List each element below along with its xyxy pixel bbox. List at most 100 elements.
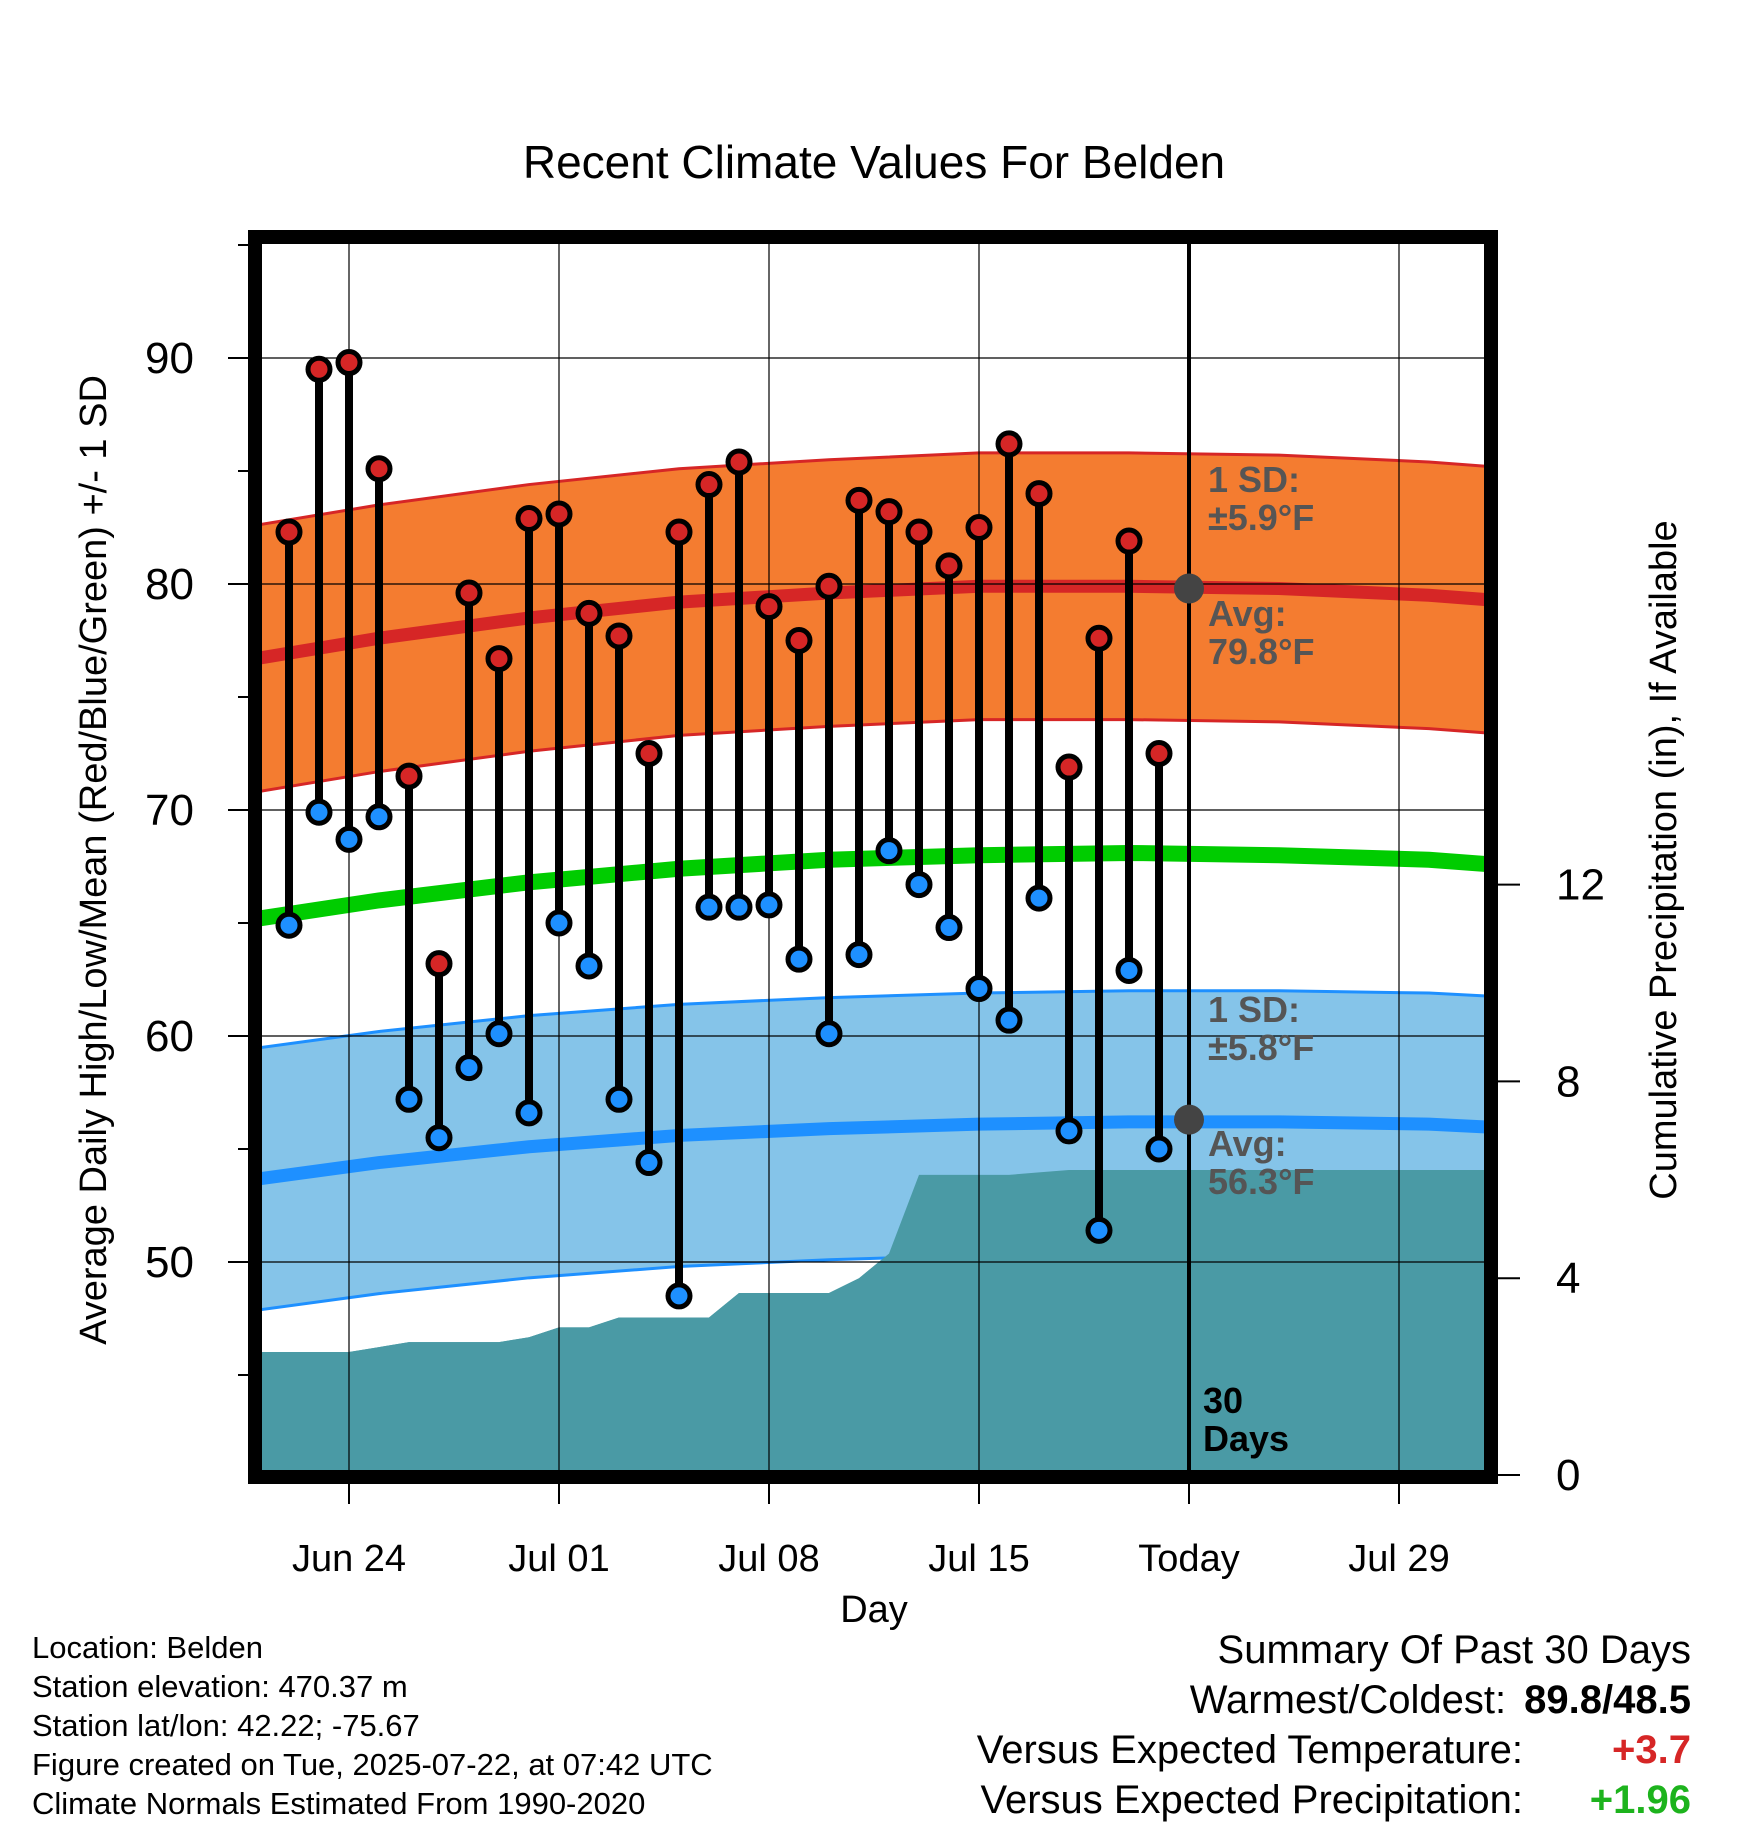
daily-high-point (485, 645, 513, 673)
daily-high-point (1145, 740, 1173, 767)
daily-low-point (725, 893, 753, 921)
daily-low-point (935, 914, 963, 942)
low-avg-annotation-0: Avg: (1208, 1123, 1287, 1164)
x-tick-label: Jun 24 (292, 1538, 406, 1580)
y2-tick-label: 12 (1556, 861, 1605, 910)
daily-low-point (365, 803, 393, 831)
high-sd-upper-edge (262, 451, 1484, 526)
plot-frame (248, 230, 1498, 1484)
daily-high-point (935, 552, 963, 580)
daily-low-point (1055, 1117, 1083, 1145)
daily-low-point (545, 909, 573, 937)
daily-high-point (785, 627, 813, 654)
daily-high-point (845, 486, 873, 514)
x-tick-label: Jul 15 (928, 1538, 1029, 1580)
precip-area-overlay (262, 1169, 1484, 1470)
daily-high-point (395, 762, 423, 790)
daily-low-point (815, 1020, 843, 1048)
x-tick-label: Jul 29 (1348, 1538, 1449, 1580)
x-tick-label: Jul 01 (508, 1538, 609, 1580)
high-avg-line (262, 579, 1484, 665)
daily-high-point (305, 355, 333, 383)
temp-label: Versus Expected Temperature: (976, 1728, 1523, 1772)
y2-axis-label: Cumulative Precipitation (in), If Availa… (1643, 520, 1685, 1199)
low-sd-annotation-1: ±5.8°F (1208, 1027, 1314, 1068)
daily-high-point (635, 740, 663, 767)
y2-tick-label: 4 (1556, 1254, 1580, 1303)
daily-low-point (875, 837, 903, 865)
daily-low-point (695, 893, 723, 921)
station-info: Location: Belden Station elevation: 470.… (32, 1628, 713, 1823)
daily-low-point (305, 798, 333, 826)
low-sd-annotation-0: 1 SD: (1208, 989, 1300, 1030)
today-low-avg-marker (1174, 1104, 1204, 1135)
y2-tick-label: 0 (1556, 1451, 1580, 1500)
daily-high-point (695, 471, 723, 499)
high-avg-annotation-0: Avg: (1208, 593, 1287, 634)
daily-low-point (515, 1099, 543, 1127)
daily-high-point (815, 572, 843, 600)
temp-value: +3.7 (1612, 1728, 1691, 1772)
daily-low-point (425, 1124, 453, 1152)
high-sd-band (262, 452, 1484, 791)
mean-avg-line (262, 844, 1484, 927)
today-high-avg-marker (1174, 573, 1204, 604)
plot-inner (262, 244, 1484, 1470)
location-text: Location: Belden (32, 1630, 263, 1665)
daily-low-point (1115, 956, 1143, 984)
y-axis-label: Average Daily High/Low/Mean (Red/Blue/Gr… (73, 375, 115, 1345)
low-avg-line (262, 1115, 1484, 1185)
daily-high-point (995, 430, 1023, 458)
daily-high-point (605, 622, 633, 650)
daily-low-point (455, 1054, 483, 1082)
high-sd-annotation-1: ±5.9°F (1208, 497, 1314, 538)
y2-tick-label: 8 (1556, 1057, 1580, 1106)
daily-low-point (1025, 884, 1053, 912)
daily-high-point (1055, 753, 1083, 781)
daily-low-point (1145, 1135, 1173, 1163)
high-sd-annotation-0: 1 SD: (1208, 459, 1300, 500)
daily-low-point (905, 871, 933, 899)
daily-high-point (455, 579, 483, 607)
normals-text: Climate Normals Estimated From 1990-2020 (32, 1786, 646, 1821)
daily-high-point (875, 498, 903, 526)
daily-low-point (965, 975, 993, 1003)
summary-title: Summary Of Past 30 Days (1217, 1628, 1691, 1672)
high-avg-annotation-1: 79.8°F (1208, 631, 1314, 672)
y-tick-label: 60 (145, 1012, 194, 1061)
coldest-value: 48.5 (1613, 1678, 1691, 1722)
daily-low-point (755, 891, 783, 919)
warm-cold-value: 89.8/48.5 (1524, 1675, 1691, 1725)
precip-value: +1.96 (1589, 1778, 1691, 1822)
warm-cold-label: Warmest/Coldest: (1189, 1678, 1507, 1722)
daily-high-point (275, 518, 303, 546)
daily-high-point (365, 455, 393, 483)
low-avg-annotation-1: 56.3°F (1208, 1161, 1314, 1202)
precip-label: Versus Expected Precipitation: (980, 1778, 1523, 1822)
y-tick-label: 80 (145, 560, 194, 609)
daily-low-point (395, 1085, 423, 1113)
daily-high-point (965, 514, 993, 541)
x-tick-label: Today (1138, 1538, 1239, 1580)
x-tick-label: Jul 08 (718, 1538, 819, 1580)
period-label-1: Days (1203, 1418, 1289, 1459)
daily-low-point (275, 911, 303, 939)
daily-low-point (335, 825, 363, 853)
daily-low-point (575, 952, 603, 980)
latlon-text: Station lat/lon: 42.22; -75.67 (32, 1708, 420, 1743)
y-tick-label: 90 (145, 334, 194, 383)
summary-warm-cold-row: Warmest/Coldest: 89.8/48.5 (977, 1675, 1691, 1725)
daily-high-point (335, 349, 363, 377)
daily-high-point (725, 448, 753, 476)
daily-high-point (1115, 527, 1143, 555)
daily-low-point (845, 941, 873, 969)
summary-temp-row: Versus Expected Temperature: +3.7 (977, 1725, 1691, 1775)
y-tick-label: 50 (145, 1238, 194, 1287)
daily-high-point (425, 950, 453, 978)
elevation-text: Station elevation: 470.37 m (32, 1669, 408, 1704)
daily-low-point (485, 1020, 513, 1048)
daily-high-point (905, 518, 933, 546)
created-text: Figure created on Tue, 2025-07-22, at 07… (32, 1747, 713, 1782)
y-tick-label: 70 (145, 786, 194, 835)
